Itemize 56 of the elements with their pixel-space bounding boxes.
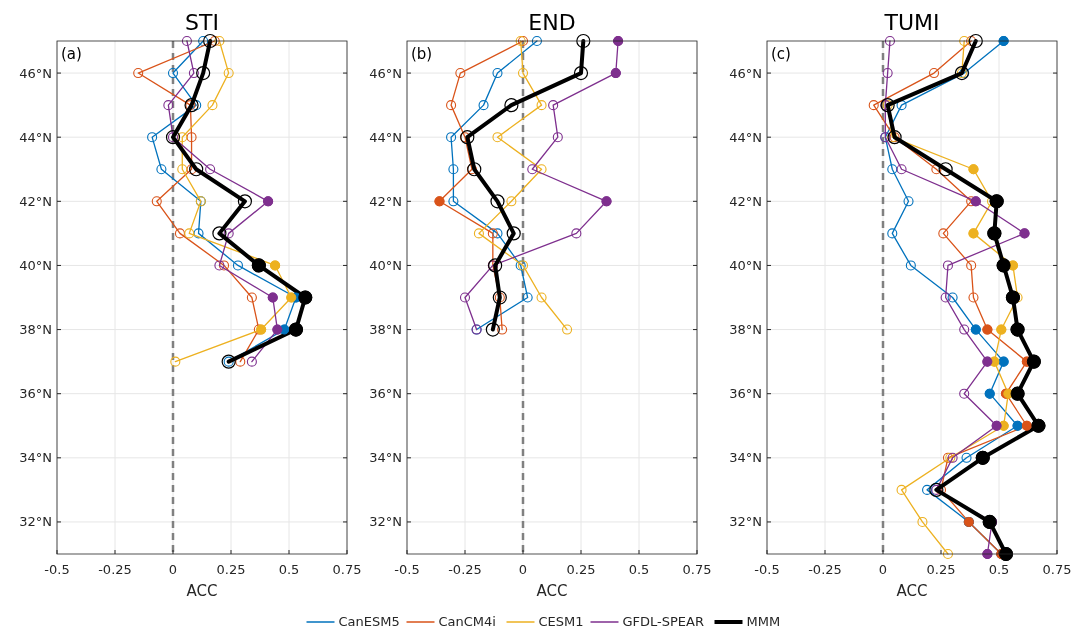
y-tick-label: 32°N xyxy=(729,514,762,530)
y-tick-label: 32°N xyxy=(19,514,52,530)
chart-title: STI xyxy=(185,10,219,35)
y-tick-label: 32°N xyxy=(369,514,402,530)
x-tick-label: 0.75 xyxy=(682,562,712,577)
y-tick-label: 44°N xyxy=(19,129,52,145)
y-tick-label: 34°N xyxy=(729,450,762,466)
x-axis-title: ACC xyxy=(536,582,568,600)
y-tick-label: 36°N xyxy=(19,386,52,402)
x-tick-label: 0 xyxy=(878,562,888,577)
x-tick-label: -0.5 xyxy=(754,562,780,577)
y-tick-label: 42°N xyxy=(19,193,52,209)
y-tick-label: 40°N xyxy=(19,257,52,273)
annotation: (b) xyxy=(411,45,433,63)
x-tick-label: 0.25 xyxy=(926,562,956,577)
y-tick-label: 42°N xyxy=(729,193,762,209)
x-tick-label: 0.25 xyxy=(216,562,246,577)
x-tick-label: 0.75 xyxy=(1042,562,1072,577)
x-tick-label: 0 xyxy=(168,562,178,577)
x-tick-label: -0.25 xyxy=(98,562,132,577)
y-tick-label: 34°N xyxy=(369,450,402,466)
x-axis-title: ACC xyxy=(896,582,928,600)
y-tick-label: 34°N xyxy=(19,450,52,466)
x-tick-label: -0.25 xyxy=(448,562,482,577)
x-tick-label: -0.5 xyxy=(394,562,420,577)
y-tick-label: 44°N xyxy=(729,129,762,145)
x-tick-label: 0.5 xyxy=(628,562,650,577)
y-tick-label: 36°N xyxy=(369,386,402,402)
legend-label: GFDL-SPEAR xyxy=(622,614,704,629)
y-tick-label: 38°N xyxy=(369,322,402,338)
y-tick-label: 42°N xyxy=(369,193,402,209)
y-tick-label: 46°N xyxy=(369,65,402,81)
x-tick-label: 0 xyxy=(518,562,528,577)
legend-label: CanCM4i xyxy=(438,614,496,629)
y-tick-label: 46°N xyxy=(19,65,52,81)
x-tick-label: 0.75 xyxy=(332,562,362,577)
x-tick-label: 0.25 xyxy=(566,562,596,577)
legend-label: MMM xyxy=(746,614,781,629)
chart-title: END xyxy=(528,10,576,35)
chart-title: TUMI xyxy=(883,10,940,35)
y-tick-label: 46°N xyxy=(729,65,762,81)
legend-label: CESM1 xyxy=(538,614,584,629)
legend-label: CanESM5 xyxy=(338,614,400,629)
x-axis-title: ACC xyxy=(186,582,218,600)
x-tick-label: -0.5 xyxy=(44,562,70,577)
x-tick-label: -0.25 xyxy=(808,562,842,577)
y-tick-label: 36°N xyxy=(729,386,762,402)
y-tick-label: 44°N xyxy=(369,129,402,145)
x-tick-label: 0.5 xyxy=(988,562,1010,577)
annotation: (c) xyxy=(771,45,791,63)
x-tick-label: 0.5 xyxy=(278,562,300,577)
y-tick-label: 38°N xyxy=(19,322,52,338)
y-tick-label: 38°N xyxy=(729,322,762,338)
y-tick-label: 40°N xyxy=(369,257,402,273)
annotation: (a) xyxy=(61,45,82,63)
y-tick-label: 40°N xyxy=(729,257,762,273)
